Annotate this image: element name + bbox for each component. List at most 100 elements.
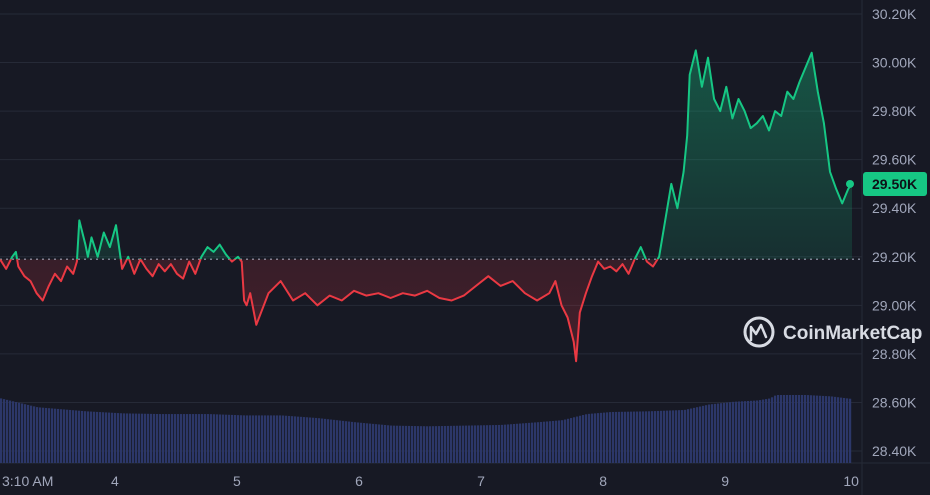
volume-bar xyxy=(783,395,786,463)
volume-bar xyxy=(777,395,780,463)
volume-bar xyxy=(810,395,813,463)
volume-bar xyxy=(657,410,660,463)
y-tick-label: 30.00K xyxy=(872,55,917,71)
volume-bar xyxy=(591,413,594,463)
volume-bar xyxy=(249,415,252,463)
volume-bar xyxy=(270,415,273,463)
volume-bar xyxy=(843,397,846,463)
volume-bar xyxy=(831,396,834,463)
volume-bar xyxy=(606,412,609,463)
volume-bar xyxy=(462,425,465,463)
volume-bar xyxy=(567,418,570,463)
volume-bar xyxy=(93,411,96,463)
volume-bar xyxy=(201,414,204,463)
x-tick-label: 8 xyxy=(599,473,607,489)
volume-bar xyxy=(45,407,48,463)
volume-bar xyxy=(555,420,558,463)
volume-bar xyxy=(156,413,159,463)
volume-bar xyxy=(378,424,381,463)
volume-bar xyxy=(846,398,849,463)
volume-bar xyxy=(210,414,213,463)
volume-bar xyxy=(111,412,114,463)
volume-bar xyxy=(645,411,648,463)
volume-bar xyxy=(72,410,75,463)
volume-bar xyxy=(207,414,210,463)
volume-bar xyxy=(195,414,198,463)
volume-bar xyxy=(174,414,177,463)
volume-bar xyxy=(750,400,753,463)
volume-bar xyxy=(66,409,69,463)
brand-name: CoinMarketCap xyxy=(783,323,922,344)
volume-bar xyxy=(132,413,135,463)
volume-bar xyxy=(456,425,459,463)
volume-bar xyxy=(495,425,498,463)
volume-bar xyxy=(753,400,756,463)
volume-bar xyxy=(204,414,207,463)
volume-bar xyxy=(312,417,315,463)
volume-bar xyxy=(84,411,87,463)
volume-bar xyxy=(363,423,366,463)
volume-bar xyxy=(57,408,60,463)
volume-bar xyxy=(51,408,54,463)
volume-bar xyxy=(108,412,111,463)
volume-bar xyxy=(414,426,417,463)
volume-bar xyxy=(435,426,438,463)
volume-bar xyxy=(465,425,468,463)
volume-bar xyxy=(3,399,6,463)
volume-bar xyxy=(30,405,33,463)
volume-bar xyxy=(666,410,669,463)
volume-bar xyxy=(288,415,291,463)
volume-bars xyxy=(0,395,852,463)
volume-bar xyxy=(408,425,411,463)
volume-bar xyxy=(762,399,765,463)
volume-bar xyxy=(585,414,588,463)
volume-bar xyxy=(432,426,435,463)
volume-bar xyxy=(75,410,78,463)
volume-bar xyxy=(33,406,36,463)
volume-bar xyxy=(840,397,843,463)
volume-bar xyxy=(237,415,240,463)
area-fill-above-baseline xyxy=(0,50,852,260)
volume-bar xyxy=(813,395,816,463)
volume-bar xyxy=(558,420,561,463)
volume-bar xyxy=(687,409,690,463)
volume-bar xyxy=(117,413,120,463)
volume-bar xyxy=(327,419,330,463)
volume-bar xyxy=(636,411,639,463)
volume-bar xyxy=(351,421,354,463)
volume-bar xyxy=(159,414,162,463)
volume-bar xyxy=(213,414,216,463)
x-tick-label: 7 xyxy=(477,473,485,489)
volume-bar xyxy=(498,424,501,463)
volume-bar xyxy=(708,404,711,463)
volume-bar xyxy=(375,424,378,463)
volume-bar xyxy=(525,423,528,463)
volume-bar xyxy=(150,413,153,463)
volume-bar xyxy=(48,408,51,463)
volume-bar xyxy=(141,413,144,463)
volume-bar xyxy=(627,411,630,463)
volume-bar xyxy=(42,407,45,463)
volume-bar xyxy=(798,395,801,463)
volume-bar xyxy=(276,415,279,463)
volume-bar xyxy=(180,414,183,463)
volume-bar xyxy=(744,401,747,463)
volume-bar xyxy=(264,415,267,463)
volume-bar xyxy=(825,396,828,463)
volume-bar xyxy=(297,416,300,463)
volume-bar xyxy=(309,417,312,463)
volume-bar xyxy=(711,404,714,463)
volume-bar xyxy=(564,419,567,463)
volume-bar xyxy=(423,426,426,463)
volume-bar xyxy=(786,395,789,463)
volume-bar xyxy=(18,402,21,463)
volume-bar xyxy=(741,401,744,463)
volume-bar xyxy=(426,426,429,463)
volume-bar xyxy=(165,414,168,463)
volume-bar xyxy=(282,415,285,463)
volume-bar xyxy=(630,411,633,463)
volume-bar xyxy=(396,425,399,463)
volume-bar xyxy=(345,421,348,463)
volume-bar xyxy=(621,411,624,463)
y-tick-label: 30.20K xyxy=(872,6,917,22)
